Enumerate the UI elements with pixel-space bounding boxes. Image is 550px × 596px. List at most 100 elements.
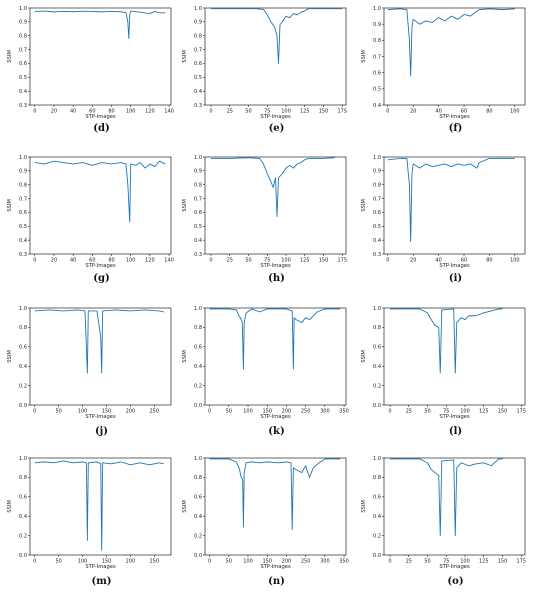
- y-tick-label: 0.4: [373, 514, 381, 520]
- panel-label-m: (m): [91, 576, 112, 587]
- plot-frame: [29, 7, 172, 106]
- y-tick-label: 1.0: [19, 456, 27, 462]
- y-tick-label: 1.0: [194, 6, 202, 12]
- plot-frame: [383, 457, 526, 556]
- series-line-h: [211, 157, 335, 218]
- panel-label-n: (n): [268, 576, 285, 587]
- x-tick-label: 0: [33, 559, 36, 565]
- chart-panel-g: 0.3 0.4 0.5 0.6 0.7 0.8 0.9 1.0 0 20 40 60 80 100 120 1…: [0, 149, 183, 291]
- x-tick-label: 50: [424, 409, 430, 415]
- y-tick-label: 0.0: [373, 553, 381, 559]
- x-tick-label: 20: [410, 109, 416, 115]
- x-tick-label: 300: [320, 559, 330, 565]
- y-tick-label: 0.6: [194, 61, 202, 67]
- x-tick-label: 80: [486, 258, 492, 264]
- y-tick-label: 0.8: [194, 183, 202, 189]
- y-tick-label: 0.2: [19, 533, 27, 539]
- x-tick-label: 40: [435, 109, 441, 115]
- chart-svg-e: 0.3 0.4 0.5 0.6 0.7 0.8 0.9 1.0 0 25 50 75 100 125 150…: [182, 6, 347, 120]
- y-tick-label: 1.0: [194, 456, 202, 462]
- series-line-f: [387, 8, 515, 77]
- x-tick-label: 50: [226, 559, 232, 565]
- x-tick-label: 175: [516, 409, 526, 415]
- x-tick-label: 50: [226, 409, 232, 415]
- x-axis-label: STP-Images: [439, 114, 470, 120]
- x-tick-label: 60: [461, 258, 467, 264]
- x-tick-label: 250: [149, 409, 159, 415]
- y-tick-label: 0.3: [19, 252, 27, 258]
- x-tick-label: 75: [264, 258, 270, 264]
- plot-frame: [383, 7, 526, 106]
- x-tick-label: 60: [89, 109, 95, 115]
- x-tick-label: 175: [337, 109, 347, 115]
- plot-frame: [29, 307, 172, 406]
- y-axis-label: SSIM: [361, 199, 367, 212]
- x-tick-label: 150: [498, 409, 508, 415]
- y-tick-label: 0.2: [194, 533, 202, 539]
- y-tick-label: 0.2: [19, 383, 27, 389]
- x-tick-label: 200: [282, 559, 292, 565]
- x-tick-label: 0: [388, 409, 391, 415]
- chart-panel-j: 0.0 0.2 0.4 0.6 0.8 1.0 0 50 100 150 200 250 STP-Ima…: [0, 300, 183, 444]
- x-tick-label: 25: [406, 559, 412, 565]
- x-tick-label: 0: [386, 109, 389, 115]
- plot-frame: [29, 457, 172, 556]
- chart-panel-m: 0.0 0.2 0.4 0.6 0.8 1.0 0 50 100 150 200 250 STP-Ima…: [0, 450, 183, 594]
- x-tick-label: 75: [264, 109, 270, 115]
- y-axis-label: SSIM: [361, 350, 367, 363]
- y-tick-label: 0.4: [194, 238, 202, 244]
- plot-frame: [204, 156, 347, 255]
- y-tick-label: 0.7: [19, 196, 27, 202]
- x-tick-label: 75: [443, 409, 449, 415]
- x-tick-label: 20: [51, 258, 57, 264]
- y-tick-label: 1.0: [19, 6, 27, 12]
- y-tick-label: 1.0: [373, 6, 381, 12]
- panel-label-e: (e): [268, 123, 285, 134]
- y-axis-label: SSIM: [182, 350, 188, 363]
- x-tick-label: 20: [51, 109, 57, 115]
- chart-svg-n: 0.0 0.2 0.4 0.6 0.8 1.0 0 50 100 150 200 250 300 350 S…: [182, 456, 349, 570]
- y-tick-label: 0.6: [373, 495, 381, 501]
- panel-label-d: (d): [93, 123, 110, 134]
- x-tick-label: 0: [208, 559, 211, 565]
- series-line-d: [34, 10, 166, 39]
- x-tick-label: 250: [301, 409, 311, 415]
- y-tick-label: 0.8: [373, 475, 381, 481]
- chart-panel-k: 0.0 0.2 0.4 0.6 0.8 1.0 0 50 100 150 200 250 300 350 S…: [175, 300, 358, 444]
- x-tick-label: 150: [102, 409, 112, 415]
- y-tick-label: 1.0: [19, 155, 27, 161]
- y-tick-label: 0.4: [373, 364, 381, 370]
- chart-svg-d: 0.3 0.4 0.5 0.6 0.7 0.8 0.9 1.0 0 20 40 60 80 100 120 1…: [7, 6, 174, 120]
- x-tick-label: 0: [209, 258, 212, 264]
- x-tick-label: 125: [479, 559, 489, 565]
- plot-frame: [383, 307, 526, 406]
- y-tick-label: 0.4: [373, 238, 381, 244]
- x-tick-label: 50: [245, 258, 251, 264]
- y-tick-label: 1.0: [194, 155, 202, 161]
- x-tick-label: 50: [55, 409, 61, 415]
- chart-svg-f: 0.4 0.5 0.6 0.7 0.8 0.9 1.0 0 20 40 60 80 100 STP-Ima…: [361, 6, 526, 120]
- chart-svg-i: 0.3 0.4 0.5 0.6 0.7 0.8 0.9 1.0 0 20 40 60 80 100 STP-…: [361, 155, 526, 269]
- y-axis-label: SSIM: [7, 350, 13, 363]
- y-tick-label: 0.8: [194, 325, 202, 331]
- x-tick-label: 100: [460, 409, 470, 415]
- x-tick-label: 100: [243, 409, 253, 415]
- x-axis-label: STP-Images: [260, 263, 291, 269]
- x-tick-label: 125: [300, 258, 310, 264]
- panel-label-g: (g): [93, 273, 110, 284]
- x-tick-label: 175: [337, 258, 347, 264]
- y-tick-label: 1.0: [19, 306, 27, 312]
- y-tick-label: 0.5: [373, 224, 381, 230]
- x-tick-label: 150: [319, 258, 329, 264]
- y-tick-label: 0.6: [373, 345, 381, 351]
- y-tick-label: 0.6: [19, 495, 27, 501]
- chart-panel-e: 0.3 0.4 0.5 0.6 0.7 0.8 0.9 1.0 0 25 50 75 100 125 150…: [175, 0, 358, 141]
- x-axis-label: STP-Images: [260, 414, 291, 420]
- y-tick-label: 0.0: [373, 403, 381, 409]
- panel-label-k: (k): [268, 426, 285, 437]
- y-tick-label: 0.7: [194, 196, 202, 202]
- x-tick-label: 25: [227, 258, 233, 264]
- x-tick-label: 0: [388, 559, 391, 565]
- x-tick-label: 100: [281, 258, 291, 264]
